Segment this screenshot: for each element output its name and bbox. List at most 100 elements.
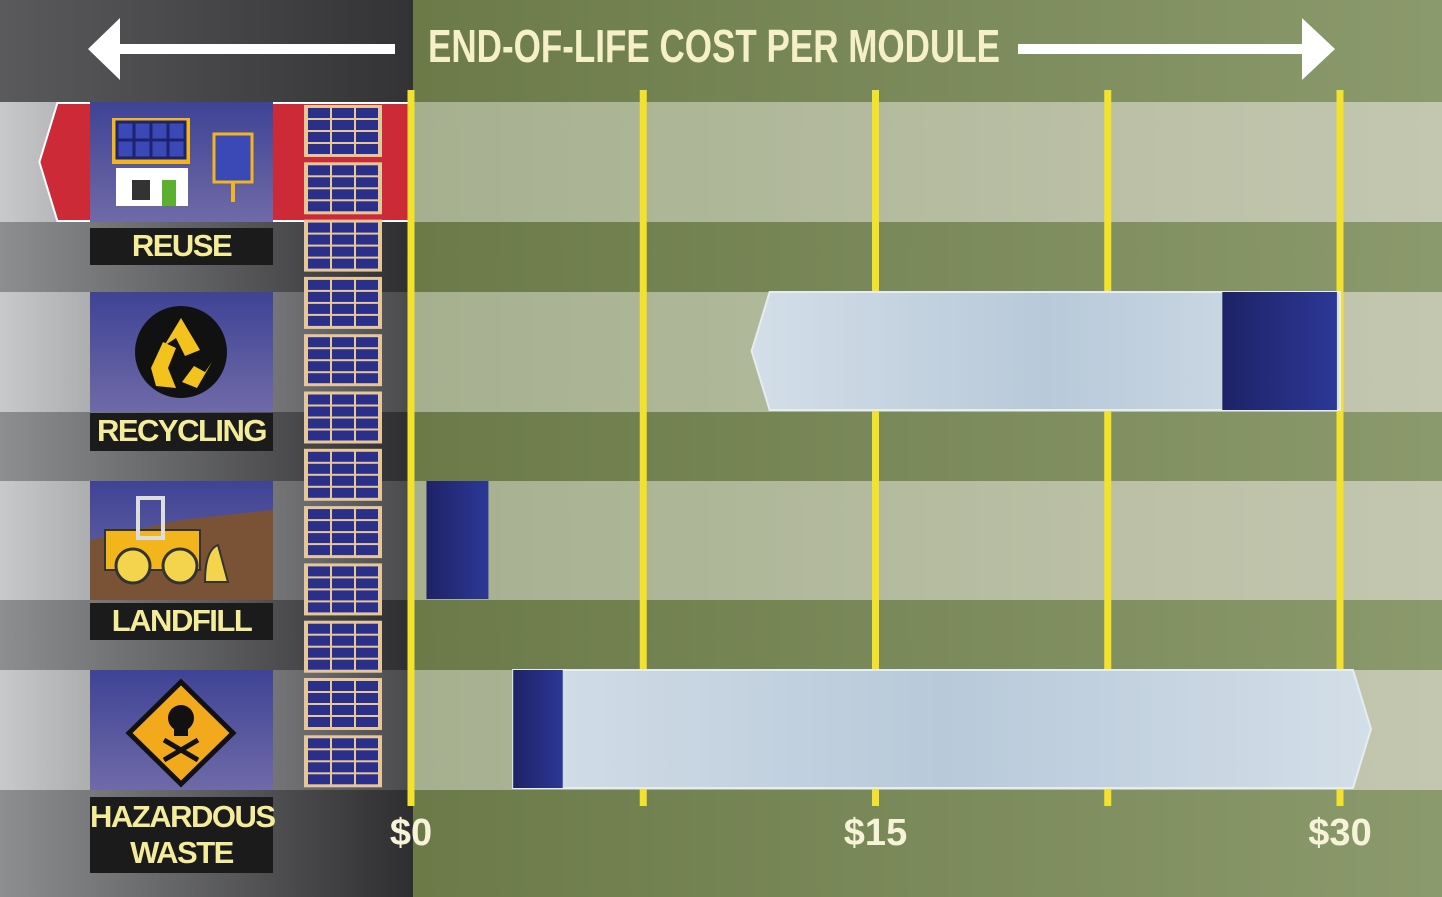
mini-cell bbox=[356, 165, 378, 175]
mini-cell bbox=[332, 648, 354, 658]
mini-cell bbox=[308, 648, 330, 658]
mini-cell bbox=[332, 395, 354, 405]
mini-cell bbox=[356, 223, 378, 233]
mini-cell bbox=[308, 452, 330, 462]
mini-cell bbox=[332, 292, 354, 302]
mini-cell bbox=[308, 120, 330, 130]
mini-cell bbox=[332, 407, 354, 417]
mini-cell bbox=[332, 304, 354, 314]
mini-cell bbox=[332, 488, 354, 498]
mini-cell bbox=[308, 545, 330, 555]
mini-cell bbox=[356, 361, 378, 371]
mini-cell bbox=[308, 373, 330, 383]
mini-cell bbox=[332, 705, 354, 715]
mini-cell bbox=[308, 681, 330, 691]
mini-cell bbox=[356, 509, 378, 519]
category-label: RECYCLING bbox=[90, 413, 273, 451]
mini-cell bbox=[332, 144, 354, 154]
mini-cell bbox=[308, 750, 330, 760]
mini-cell bbox=[356, 452, 378, 462]
mini-cell bbox=[332, 120, 354, 130]
mini-cell bbox=[332, 762, 354, 772]
mini-cell bbox=[308, 509, 330, 519]
mini-cell bbox=[332, 235, 354, 245]
mini-cell bbox=[356, 521, 378, 531]
mini-cell bbox=[356, 566, 378, 576]
mini-cell bbox=[356, 201, 378, 211]
mini-cell bbox=[332, 509, 354, 519]
mini-cell bbox=[356, 545, 378, 555]
mini-cell bbox=[332, 419, 354, 429]
mini-cell bbox=[332, 578, 354, 588]
mini-cell bbox=[332, 521, 354, 531]
mini-cell bbox=[308, 717, 330, 727]
mini-cell bbox=[356, 316, 378, 326]
mini-cell bbox=[356, 280, 378, 290]
mini-cell bbox=[332, 717, 354, 727]
mini-cell bbox=[332, 545, 354, 555]
mini-cell bbox=[356, 533, 378, 543]
mini-cell bbox=[332, 774, 354, 784]
likely-range-bar bbox=[513, 670, 563, 788]
mini-cell bbox=[308, 223, 330, 233]
mini-cell bbox=[356, 120, 378, 130]
mini-cell bbox=[356, 488, 378, 498]
mini-cell bbox=[356, 407, 378, 417]
x-tick-label: $30 bbox=[1308, 812, 1371, 854]
mini-cell bbox=[356, 738, 378, 748]
mini-cell bbox=[332, 431, 354, 441]
mini-cell bbox=[332, 165, 354, 175]
mini-cell bbox=[308, 165, 330, 175]
mini-cell bbox=[332, 259, 354, 269]
mini-cell bbox=[356, 292, 378, 302]
mini-cell bbox=[308, 476, 330, 486]
mini-cell bbox=[332, 247, 354, 257]
mini-cell bbox=[332, 108, 354, 118]
mini-cell bbox=[308, 177, 330, 187]
mini-cell bbox=[356, 762, 378, 772]
mini-cell bbox=[332, 361, 354, 371]
mini-cell bbox=[332, 373, 354, 383]
likely-range-bar bbox=[1222, 292, 1337, 410]
mini-cell bbox=[356, 247, 378, 257]
mini-cell bbox=[332, 452, 354, 462]
mini-cell bbox=[356, 419, 378, 429]
mini-cell bbox=[308, 280, 330, 290]
mini-cell bbox=[308, 292, 330, 302]
mini-cell bbox=[356, 602, 378, 612]
mini-cell bbox=[308, 361, 330, 371]
mini-cell bbox=[308, 533, 330, 543]
mini-cell bbox=[308, 624, 330, 634]
mini-cell bbox=[308, 337, 330, 347]
mini-cell bbox=[332, 602, 354, 612]
mini-cell bbox=[332, 189, 354, 199]
mini-cell bbox=[356, 705, 378, 715]
mini-cell bbox=[308, 774, 330, 784]
mini-cell bbox=[308, 407, 330, 417]
mini-cell bbox=[308, 259, 330, 269]
x-tick-label: $15 bbox=[844, 812, 907, 854]
mini-cell bbox=[308, 578, 330, 588]
mini-cell bbox=[308, 738, 330, 748]
mini-cell bbox=[332, 349, 354, 359]
x-tick-label: $0 bbox=[390, 812, 432, 854]
likely-range-bar bbox=[426, 481, 488, 599]
mini-cell bbox=[308, 660, 330, 670]
mini-cell bbox=[332, 337, 354, 347]
mini-cell bbox=[356, 144, 378, 154]
mini-cell bbox=[332, 316, 354, 326]
mini-cell bbox=[332, 177, 354, 187]
category-label: HAZARDOUS WASTE bbox=[90, 797, 273, 873]
mini-cell bbox=[308, 304, 330, 314]
mini-cell bbox=[332, 590, 354, 600]
range-bar bbox=[513, 670, 1371, 788]
mini-cell bbox=[332, 624, 354, 634]
mini-cell bbox=[332, 750, 354, 760]
mini-cell bbox=[356, 590, 378, 600]
mini-cell bbox=[308, 189, 330, 199]
mini-cell bbox=[308, 488, 330, 498]
mini-cell bbox=[332, 201, 354, 211]
mini-cell bbox=[356, 681, 378, 691]
category-label: REUSE bbox=[90, 228, 273, 265]
mini-cell bbox=[308, 108, 330, 118]
